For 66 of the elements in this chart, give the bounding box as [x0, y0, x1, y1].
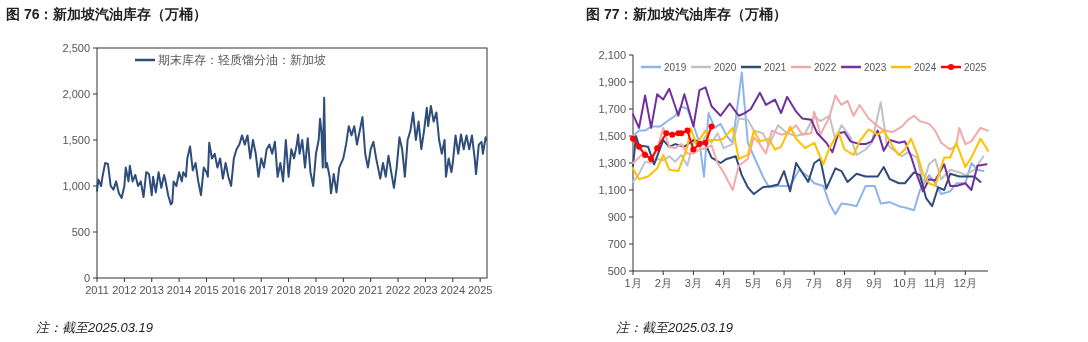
legend-label: 2024 — [914, 62, 937, 73]
point — [708, 123, 715, 130]
x-tick-label: 2月 — [654, 277, 672, 289]
y-tick-label: 1,500 — [62, 134, 90, 146]
text: 注：截至2025.03.19 — [36, 320, 154, 335]
legend-label: 2022 — [814, 62, 837, 73]
point — [636, 143, 643, 150]
y-tick-label: 2,000 — [62, 88, 90, 100]
x-tick-label: 2024 — [440, 284, 466, 296]
x-tick-label: 2022 — [385, 284, 411, 296]
legend-label: 2020 — [714, 62, 737, 73]
point — [669, 131, 676, 138]
y-tick-label: 1,900 — [598, 76, 626, 88]
point — [690, 146, 697, 153]
y-tick-label: 900 — [607, 211, 626, 223]
x-tick-label: 2018 — [276, 284, 301, 296]
chart-title: 图 76：新加坡汽油库存（万桶） — [6, 6, 208, 22]
y-tick-label: 1,500 — [598, 130, 626, 142]
y-tick-label: 1,700 — [598, 103, 626, 115]
chart-title: 图 77：新加坡汽油库存（万桶） — [586, 6, 788, 22]
x-tick-label: 7月 — [805, 277, 823, 289]
y-tick-label: 700 — [607, 238, 626, 250]
x-tick-label: 6月 — [775, 277, 793, 289]
x-tick-label: 4月 — [715, 277, 733, 289]
x-tick-label: 2012 — [112, 284, 137, 296]
y-tick-label: 2,500 — [62, 42, 90, 54]
x-tick-label: 2017 — [248, 284, 274, 296]
x-tick-label: 1月 — [624, 277, 642, 289]
point — [648, 155, 655, 162]
x-tick-label: 2014 — [166, 284, 192, 296]
text: 注：截至2025.03.19 — [616, 320, 734, 335]
legend-label: 2021 — [764, 62, 787, 73]
x-tick-label: 2013 — [139, 284, 164, 296]
x-tick-label: 2015 — [194, 284, 219, 296]
point — [696, 141, 703, 148]
x-tick-label: 11月 — [923, 277, 947, 289]
x-tick-label: 2019 — [303, 284, 329, 296]
point — [654, 145, 661, 152]
x-tick-label: 2023 — [413, 284, 438, 296]
x-tick-label: 9月 — [866, 277, 884, 289]
legend-label: 期末库存：轻质馏分油：新加坡 — [158, 53, 326, 67]
y-tick-label: 2,100 — [598, 49, 626, 61]
legend-label: 2023 — [864, 62, 887, 73]
x-tick-label: 2011 — [85, 284, 109, 296]
x-tick-label: 2020 — [331, 284, 356, 296]
x-tick-label: 3月 — [684, 277, 702, 289]
point — [630, 135, 636, 142]
y-tick-label: 0 — [83, 272, 90, 284]
y-tick-label: 1,300 — [598, 157, 626, 169]
y-tick-label: 1,000 — [62, 180, 90, 192]
x-tick-label: 8月 — [835, 277, 854, 289]
x-tick-label: 2016 — [221, 284, 247, 296]
x-tick-label: 10月 — [893, 277, 917, 289]
legend-label: 2019 — [664, 62, 687, 73]
y-tick-label: 500 — [71, 226, 90, 238]
x-tick-label: 2021 — [358, 284, 383, 296]
point — [702, 139, 709, 146]
x-tick-label: 12月 — [953, 277, 977, 289]
legend-label: 2025 — [964, 62, 987, 73]
x-tick-label: 5月 — [745, 277, 763, 289]
point — [684, 127, 691, 134]
point — [642, 151, 649, 158]
x-tick-label: 2025 — [467, 284, 493, 296]
y-tick-label: 500 — [607, 265, 626, 277]
point — [663, 130, 670, 137]
y-tick-label: 1,100 — [598, 184, 626, 196]
